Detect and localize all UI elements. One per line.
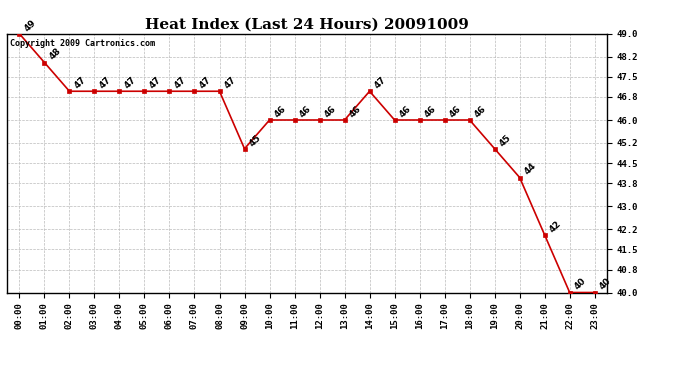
Text: 47: 47 xyxy=(197,75,213,90)
Text: 47: 47 xyxy=(373,75,388,90)
Text: 44: 44 xyxy=(522,161,538,177)
Text: 47: 47 xyxy=(72,75,88,90)
Text: 46: 46 xyxy=(273,104,288,119)
Text: 47: 47 xyxy=(97,75,112,90)
Text: 46: 46 xyxy=(473,104,488,119)
Text: 47: 47 xyxy=(172,75,188,90)
Text: 47: 47 xyxy=(147,75,163,90)
Text: 46: 46 xyxy=(322,104,337,119)
Text: 46: 46 xyxy=(397,104,413,119)
Text: 40: 40 xyxy=(573,276,588,292)
Text: 46: 46 xyxy=(297,104,313,119)
Text: 47: 47 xyxy=(222,75,237,90)
Text: 45: 45 xyxy=(247,133,263,148)
Text: 46: 46 xyxy=(347,104,363,119)
Text: 46: 46 xyxy=(422,104,437,119)
Text: 46: 46 xyxy=(447,104,463,119)
Title: Heat Index (Last 24 Hours) 20091009: Heat Index (Last 24 Hours) 20091009 xyxy=(145,17,469,31)
Text: 48: 48 xyxy=(47,46,63,62)
Text: Copyright 2009 Cartronics.com: Copyright 2009 Cartronics.com xyxy=(10,39,155,48)
Text: 42: 42 xyxy=(547,219,563,234)
Text: 40: 40 xyxy=(598,276,613,292)
Text: 49: 49 xyxy=(22,18,37,33)
Text: 45: 45 xyxy=(497,133,513,148)
Text: 47: 47 xyxy=(122,75,137,90)
